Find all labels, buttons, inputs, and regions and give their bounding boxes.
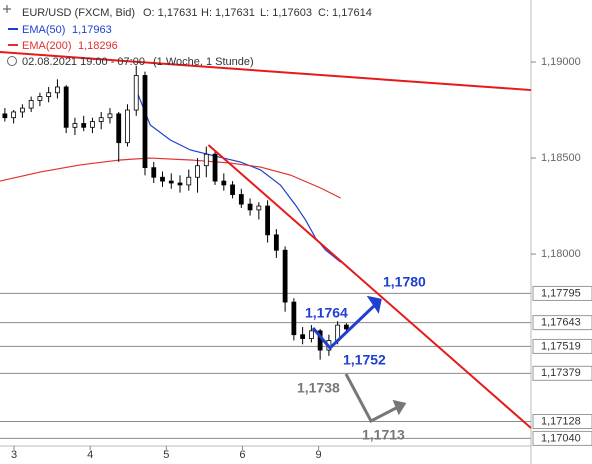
level-label-box [532, 365, 592, 381]
level-label-box [532, 338, 592, 354]
level-label: 1,17643 [541, 317, 581, 329]
candle-body [344, 324, 349, 330]
x-tick-label: 4 [87, 449, 93, 461]
candle-body [98, 117, 104, 122]
candle-body [247, 203, 253, 211]
level-label-box [532, 285, 592, 301]
x-tick-label: 6 [239, 449, 245, 461]
annotation: 1,1752 [343, 352, 386, 368]
candle-body [2, 113, 8, 119]
candle-body [107, 113, 113, 119]
candle-body [230, 184, 235, 195]
ohlc-low: L: 1,17603 [260, 7, 312, 19]
candle-body [256, 205, 262, 211]
candle-body [46, 92, 52, 97]
candle-body [81, 123, 87, 128]
annotation: 1,1738 [297, 380, 340, 396]
arrowhead [366, 295, 382, 314]
y-tick-label: 1,18500 [541, 152, 581, 164]
candle-body [291, 301, 297, 336]
candle-body [273, 234, 279, 251]
x-tick-label: 3 [11, 449, 17, 461]
candle-body [160, 176, 165, 182]
x-tick-label: 5 [163, 449, 169, 461]
header-icon [3, 5, 11, 13]
candle-body [212, 153, 218, 182]
candle-body [142, 75, 148, 169]
level-label: 1,17519 [541, 340, 581, 352]
arrow [344, 373, 401, 424]
level-label: 1,17040 [541, 432, 581, 444]
chart-title: EUR/USD (FXCM, Bid) [22, 7, 135, 19]
annotations: 1,1780 1,1764 1,1752 1,1738 1,1713 [297, 274, 426, 443]
annotation: 1,1764 [305, 305, 348, 321]
ohlc-open: O: 1,17631 [143, 7, 197, 19]
arrowhead [392, 399, 407, 416]
legend-value: 1,17963 [72, 24, 112, 36]
level-label: 1,17795 [541, 287, 581, 299]
candle-body [151, 167, 157, 178]
candle-body [125, 109, 130, 144]
ohlc-close: C: 1,17614 [318, 7, 372, 19]
arrow [311, 302, 378, 351]
header: EUR/USD (FXCM, Bid) O: 1,17631 H: 1,1763… [3, 5, 372, 68]
candle-body [72, 123, 78, 128]
candle-body [37, 96, 43, 101]
level-label: 1,17128 [541, 415, 581, 427]
trendline [0, 51, 532, 92]
candle-body [177, 182, 183, 186]
candle-body [238, 194, 244, 205]
legend-label: EMA(200) [22, 40, 72, 52]
candle-body [11, 111, 17, 119]
trendline [207, 144, 532, 429]
candle-body [195, 165, 200, 178]
level-label-box [532, 430, 592, 446]
candle-body [90, 121, 95, 128]
ema-line [0, 157, 341, 199]
annotation: 1,1780 [383, 274, 426, 290]
candle-body [19, 107, 25, 113]
candle-body [265, 205, 270, 236]
date-range: 02.08.2021 19:00 - 07:00 [22, 56, 145, 68]
candle-body [203, 153, 209, 167]
level-label-box [532, 315, 592, 331]
legend-value: 1,18296 [78, 40, 118, 52]
ohlc-high: H: 1,17631 [201, 7, 255, 19]
candle-body [116, 113, 122, 144]
candle-body [55, 86, 60, 94]
x-tick-label: 9 [316, 449, 322, 461]
candle-body [133, 75, 139, 111]
level-label-box [532, 414, 592, 430]
candle-body [308, 330, 314, 339]
y-tick-label: 1,18000 [541, 248, 581, 260]
interval: (1 Woche, 1 Stunde) [153, 56, 254, 68]
annotation: 1,1713 [362, 427, 405, 443]
candle-body [186, 176, 192, 186]
level-label: 1,17379 [541, 367, 581, 379]
candle-body [282, 249, 288, 303]
y-tick-label: 1,19000 [541, 56, 581, 68]
legend-label: EMA(50) [22, 24, 65, 36]
plot-area: 3 4 5 6 9 1,19000 1,18500 1,18000 1,17795 1,17643… [0, 51, 592, 461]
candle-body [168, 180, 174, 184]
candle-body [63, 86, 69, 128]
candle-body [221, 180, 227, 186]
clock-icon [7, 56, 17, 66]
candle-body [28, 100, 34, 109]
candle-body [300, 334, 306, 339]
